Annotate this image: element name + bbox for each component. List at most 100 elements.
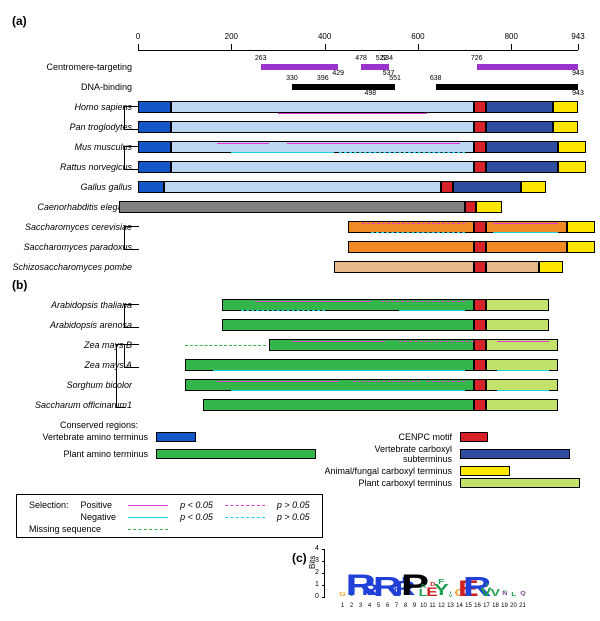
domain-track (138, 101, 578, 113)
legend-label: Vertebrate carboxyl subterminus (324, 444, 452, 464)
logo-index-label: 20 (509, 603, 518, 609)
domain-seg-cenpc (441, 181, 453, 193)
domain-seg-cenpc (474, 299, 486, 311)
logo-column: NT (500, 590, 509, 597)
axis-tick (511, 44, 512, 50)
logo-index-label: 2 (347, 603, 356, 609)
domain-seg-af_cterm (476, 201, 502, 213)
logo-index-label: 8 (401, 603, 410, 609)
axis-tick-label: 943 (571, 32, 584, 41)
domain-seg-gray (119, 201, 464, 213)
panel-b-tag: (b) (12, 278, 588, 292)
coord-label: 551 (389, 75, 401, 82)
logo-index-label: 14 (455, 603, 464, 609)
domain-seg-af_cterm (553, 101, 578, 113)
domain-track (138, 201, 578, 213)
logo-glyph: V (491, 590, 500, 598)
domain-seg-vert_nterm (138, 181, 164, 193)
domain-seg-cenpc (474, 399, 486, 411)
species-label: Pan troglodytes (12, 122, 138, 132)
legend-swatch (460, 466, 510, 476)
selection-neg_solid (493, 232, 558, 233)
axis-tick-label: 600 (411, 32, 424, 41)
legend-swatch (156, 449, 316, 459)
positive-label: Positive (75, 499, 123, 511)
domain-seg-tan (486, 261, 540, 273)
missing-swatch (128, 529, 168, 530)
missing-label: Missing sequence (23, 523, 122, 535)
annot-label: Centromere-targeting (12, 62, 138, 72)
phylo-bracket (116, 344, 125, 408)
logo-glyph: T (503, 590, 506, 593)
domain-seg-light_body (171, 161, 474, 173)
domain-seg-vert_cterm (486, 101, 554, 113)
axis-tick-label: 200 (225, 32, 238, 41)
species-label: Saccharomyces cerevisiae (12, 222, 138, 232)
selection-legend: Selection: Positive p < 0.05 p > 0.05 Ne… (16, 494, 323, 538)
logo-index-label: 12 (437, 603, 446, 609)
axis: 0200400600800943 (138, 32, 578, 56)
logo-index-label: 13 (446, 603, 455, 609)
species-label: Homo sapiens (12, 102, 138, 112)
domain-seg-light_body (164, 181, 442, 193)
domain-track (138, 319, 578, 331)
bits-tick (322, 561, 325, 562)
legend-label: Plant carboxyl terminus (324, 478, 452, 488)
selection-pos_dash (427, 381, 464, 382)
logo-index: 123456789101112131415161718192021 (338, 603, 527, 609)
bits-tick (322, 573, 325, 574)
panel-a-tag: (a) (12, 14, 588, 28)
phylo-bracket (124, 304, 139, 328)
legend-swatch (460, 449, 570, 459)
domain-seg-cenpc (474, 359, 486, 371)
species-label: Saccharomyces paradoxus (12, 242, 138, 252)
selection-neg_solid (399, 310, 464, 311)
logo-index-label: 16 (473, 603, 482, 609)
species-label: Arabidopsis arenosa (12, 320, 138, 330)
selection-pos_dash (353, 381, 421, 382)
selection-pos_solid (287, 143, 460, 144)
domain-seg-light_body (171, 121, 474, 133)
axis-line (138, 50, 578, 51)
species-label: Gallus gallus (12, 182, 138, 192)
selection-pos_solid (217, 143, 268, 144)
coord-label: 534 (381, 55, 393, 62)
domain-seg-af_cterm (539, 261, 562, 273)
domain-seg-cenpc (474, 379, 486, 391)
domain-seg-cenpc (474, 101, 486, 113)
selection-pos_dash (362, 223, 465, 224)
logo-index-label: 18 (491, 603, 500, 609)
bits-tick (322, 549, 325, 550)
domain-track (138, 121, 578, 133)
domain-seg-af_cterm (521, 181, 547, 193)
bits-tick (322, 597, 325, 598)
domain-seg-vert_nterm (138, 121, 171, 133)
logo-index-label: 11 (428, 603, 437, 609)
domain-seg-vert_cterm (486, 121, 554, 133)
dna-region (323, 84, 371, 90)
bits-axis: 01234 (324, 549, 335, 597)
logo-column: YF (437, 580, 446, 597)
centromere-region (261, 64, 338, 70)
logo-glyph: I (450, 591, 452, 594)
coord-label: 943 (572, 90, 584, 97)
coord-label: 478 (355, 55, 367, 62)
domain-seg-orange (348, 241, 474, 253)
axis-tick (578, 44, 579, 50)
selection-neg_dash (339, 152, 465, 153)
domain-seg-af_cterm (553, 121, 578, 133)
axis-tick-label: 0 (136, 32, 140, 41)
logo-index-label: 7 (392, 603, 401, 609)
domain-seg-plant_nterm (222, 319, 474, 331)
logo-column: P (410, 575, 419, 598)
domain-seg-plant_cterm (486, 319, 549, 331)
species-label: Arabidopsis thaliana (12, 300, 138, 310)
domain-seg-orange (486, 241, 568, 253)
logo-column: Q (518, 593, 527, 597)
legend-label: CENPC motif (324, 432, 452, 442)
logo-glyph: F (439, 580, 445, 585)
logo-index-label: 15 (464, 603, 473, 609)
domain-seg-cenpc (474, 241, 486, 253)
centromere-region (477, 64, 578, 70)
axis-tick (325, 44, 326, 50)
